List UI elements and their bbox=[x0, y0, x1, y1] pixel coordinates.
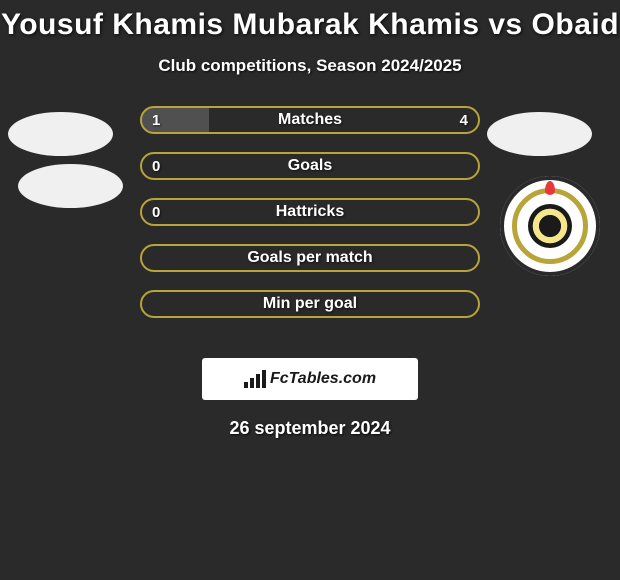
club-badge-ring bbox=[512, 188, 588, 264]
stat-bar: Goals per match bbox=[140, 244, 480, 272]
stat-bar: 0Hattricks bbox=[140, 198, 480, 226]
stats-area: 1Matches4 0Goals 0Hattricks Goals per match… bbox=[0, 106, 620, 346]
stat-label: Goals bbox=[142, 154, 478, 178]
branding-badge: FcTables.com bbox=[202, 358, 418, 400]
bar-chart-icon bbox=[244, 370, 266, 388]
club-flame-icon bbox=[545, 181, 555, 195]
stat-bar: 0Goals bbox=[140, 152, 480, 180]
branding-text: FcTables.com bbox=[270, 370, 376, 388]
club-badge-core bbox=[528, 204, 572, 248]
stat-label: Goals per match bbox=[142, 246, 478, 270]
comparison-subtitle: Club competitions, Season 2024/2025 bbox=[0, 56, 620, 76]
stat-bar: 1Matches4 bbox=[140, 106, 480, 134]
club-badge bbox=[500, 176, 600, 276]
stat-bar: Min per goal bbox=[140, 290, 480, 318]
stat-label: Hattricks bbox=[142, 200, 478, 224]
player-right-avatar bbox=[487, 112, 592, 156]
stat-label: Matches bbox=[142, 108, 478, 132]
stat-label: Min per goal bbox=[142, 292, 478, 316]
stat-value-right: 4 bbox=[460, 108, 468, 132]
player-left-avatar-secondary bbox=[18, 164, 123, 208]
player-left-avatar bbox=[8, 112, 113, 156]
stat-bars: 1Matches4 0Goals 0Hattricks Goals per match… bbox=[140, 106, 480, 336]
generation-date: 26 september 2024 bbox=[0, 418, 620, 439]
comparison-title: Yousuf Khamis Mubarak Khamis vs Obaid bbox=[0, 8, 620, 42]
